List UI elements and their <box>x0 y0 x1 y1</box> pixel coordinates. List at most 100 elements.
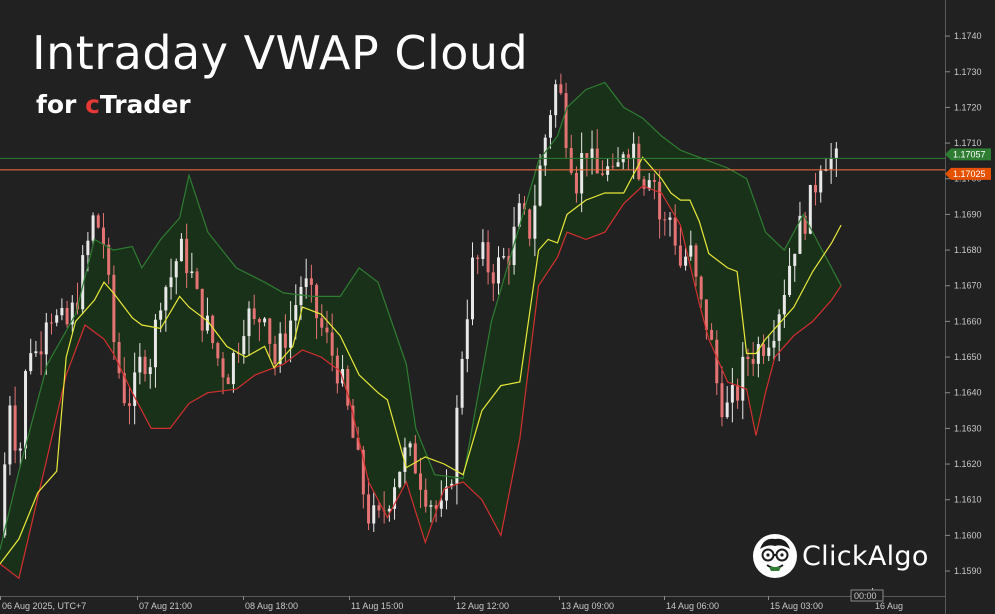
candle-body <box>127 403 131 406</box>
candle-body <box>798 215 802 254</box>
candle-body <box>699 276 703 300</box>
candle-body <box>460 358 464 408</box>
candle-body <box>13 405 17 451</box>
candle-body <box>694 245 698 277</box>
candle-body <box>642 179 646 189</box>
candle-body <box>195 271 199 289</box>
price-tick-label: 1.1670 <box>954 281 982 291</box>
candle-body <box>538 165 542 206</box>
candle-body <box>101 227 105 245</box>
candle-body <box>44 322 48 355</box>
candle-body <box>517 203 521 227</box>
candle-body <box>725 402 729 418</box>
candle-body <box>834 148 838 159</box>
price-tick-label: 1.1730 <box>954 67 982 77</box>
candle-body <box>429 505 433 507</box>
candle-body <box>720 383 724 418</box>
candle-body <box>143 356 147 375</box>
candle-body <box>148 367 152 375</box>
time-tick-label: 12 Aug 12:00 <box>456 601 509 611</box>
candle-body <box>377 505 381 511</box>
candle-body <box>263 318 267 323</box>
price-tag-label: 1.17057 <box>953 149 986 159</box>
time-axis[interactable]: 06 Aug 2025, UTC+7 07 Aug 21:00 08 Aug 18:… <box>0 588 946 611</box>
candle-body <box>445 486 449 501</box>
candle-body <box>81 255 85 310</box>
candle-body <box>39 351 43 355</box>
chart-subtitle: for cTrader <box>36 90 191 119</box>
candle-body <box>730 385 734 403</box>
candle-body <box>8 405 12 465</box>
vwap-line <box>0 156 842 565</box>
candle-body <box>398 471 402 488</box>
candle-body <box>637 143 641 180</box>
chart-title: Intraday VWAP Cloud <box>32 26 529 80</box>
candle-body <box>658 181 662 220</box>
candle-body <box>777 314 781 341</box>
candle-body <box>788 265 792 296</box>
time-tick-label: 13 Aug 09:00 <box>561 601 614 611</box>
candle-body <box>819 170 823 193</box>
candle-body <box>190 271 194 274</box>
time-tick-label: 07 Aug 21:00 <box>139 601 192 611</box>
price-tag <box>945 167 991 180</box>
candle-body <box>782 295 786 315</box>
price-tick-label: 1.1610 <box>954 495 982 505</box>
time-tick-label: 16 Aug <box>875 601 903 611</box>
candle-body <box>91 215 95 241</box>
candle-body <box>704 299 708 330</box>
candle-body <box>393 487 397 509</box>
candle-body <box>211 315 215 344</box>
candle-body <box>710 329 714 340</box>
candle-body <box>55 315 59 323</box>
crosshair-label-box <box>850 589 884 602</box>
candle-body <box>533 205 537 239</box>
clickalgo-logo: ClickAlgo <box>752 533 929 579</box>
candle-body <box>522 203 526 210</box>
candle-body <box>242 336 246 355</box>
candle-body <box>273 343 277 364</box>
candle-body <box>315 284 319 319</box>
candle-body <box>86 240 90 256</box>
candle-body <box>632 143 636 159</box>
price-tick-label: 1.1650 <box>954 352 982 362</box>
price-tick-label: 1.1680 <box>954 245 982 255</box>
candle-body <box>548 115 552 138</box>
clickalgo-mascot-icon <box>753 534 797 578</box>
candle-body <box>278 333 282 364</box>
candle-body <box>808 185 812 234</box>
candle-body <box>424 489 428 507</box>
price-tick-label: 1.1640 <box>954 388 982 398</box>
candle-body <box>117 342 121 374</box>
candle-body <box>554 84 558 116</box>
candle-body <box>606 166 610 175</box>
candle-body <box>736 385 740 401</box>
candle-body <box>471 257 474 320</box>
candle-body <box>226 377 230 385</box>
candle-body <box>496 257 500 284</box>
candle-body <box>762 344 766 356</box>
lower-band-line <box>0 185 842 580</box>
price-tick-label: 1.1590 <box>954 566 982 576</box>
price-tick-label: 1.1600 <box>954 530 982 540</box>
candle-body <box>50 322 54 324</box>
subtitle-platform: Trader <box>99 90 191 119</box>
candle-body <box>34 351 38 354</box>
candle-body <box>403 447 407 472</box>
candle-body <box>169 277 173 288</box>
candle-body <box>663 219 667 221</box>
candle-body <box>325 327 329 333</box>
candle-body <box>803 215 807 234</box>
candle-body <box>772 340 776 348</box>
candle-body <box>29 353 33 372</box>
price-lines <box>0 157 945 171</box>
candle-body <box>247 308 251 337</box>
candle-body <box>626 154 630 159</box>
time-tick-label: 08 Aug 18:00 <box>245 601 298 611</box>
price-tick-label: 1.1660 <box>954 316 982 326</box>
candle-body <box>611 166 615 168</box>
candle-body <box>647 180 651 189</box>
price-axis[interactable]: 1.17401.17301.17201.17101.17001.16901.16… <box>945 0 991 614</box>
price-tick-label: 1.1710 <box>954 138 982 148</box>
